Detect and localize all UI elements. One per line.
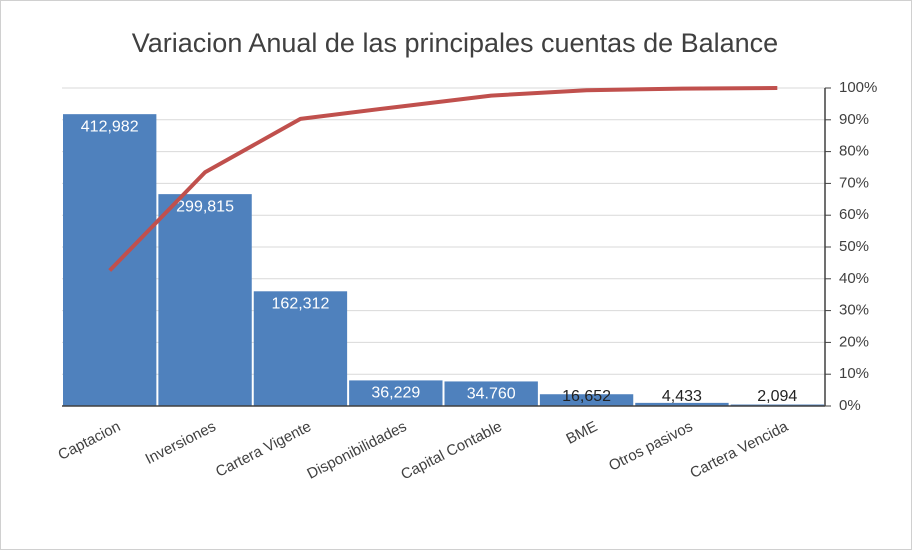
data-label: 2,094	[757, 388, 797, 405]
y2-tick-label: 60%	[839, 206, 869, 223]
data-label: 34.760	[467, 386, 516, 403]
bar	[444, 381, 538, 406]
bar	[539, 394, 634, 406]
y2-tick-label: 70%	[839, 174, 869, 191]
data-label: 299,815	[176, 198, 234, 215]
bar	[349, 380, 443, 406]
data-label: 162,312	[272, 296, 330, 313]
data-label: 16,652	[562, 388, 611, 405]
y2-tick-label: 80%	[839, 143, 869, 160]
bar	[158, 194, 252, 406]
data-label: 36,229	[371, 385, 420, 402]
bar	[63, 114, 157, 406]
bar	[635, 402, 729, 406]
y2-tick-label: 50%	[839, 238, 869, 255]
y2-tick-label: 10%	[839, 365, 869, 382]
y2-tick-label: 100%	[839, 79, 877, 96]
chart-title: Variacion Anual de las principales cuent…	[132, 28, 778, 58]
data-label: 412,982	[81, 118, 139, 135]
y2-tick-label: 30%	[839, 302, 869, 319]
cumulative-line	[108, 86, 778, 272]
y2-tick-label: 0%	[839, 397, 861, 414]
data-label: 4,433	[662, 388, 702, 405]
y2-tick-label: 90%	[839, 111, 869, 128]
bar	[253, 291, 348, 406]
y2-tick-label: 40%	[839, 270, 869, 287]
y2-tick-label: 20%	[839, 333, 869, 350]
